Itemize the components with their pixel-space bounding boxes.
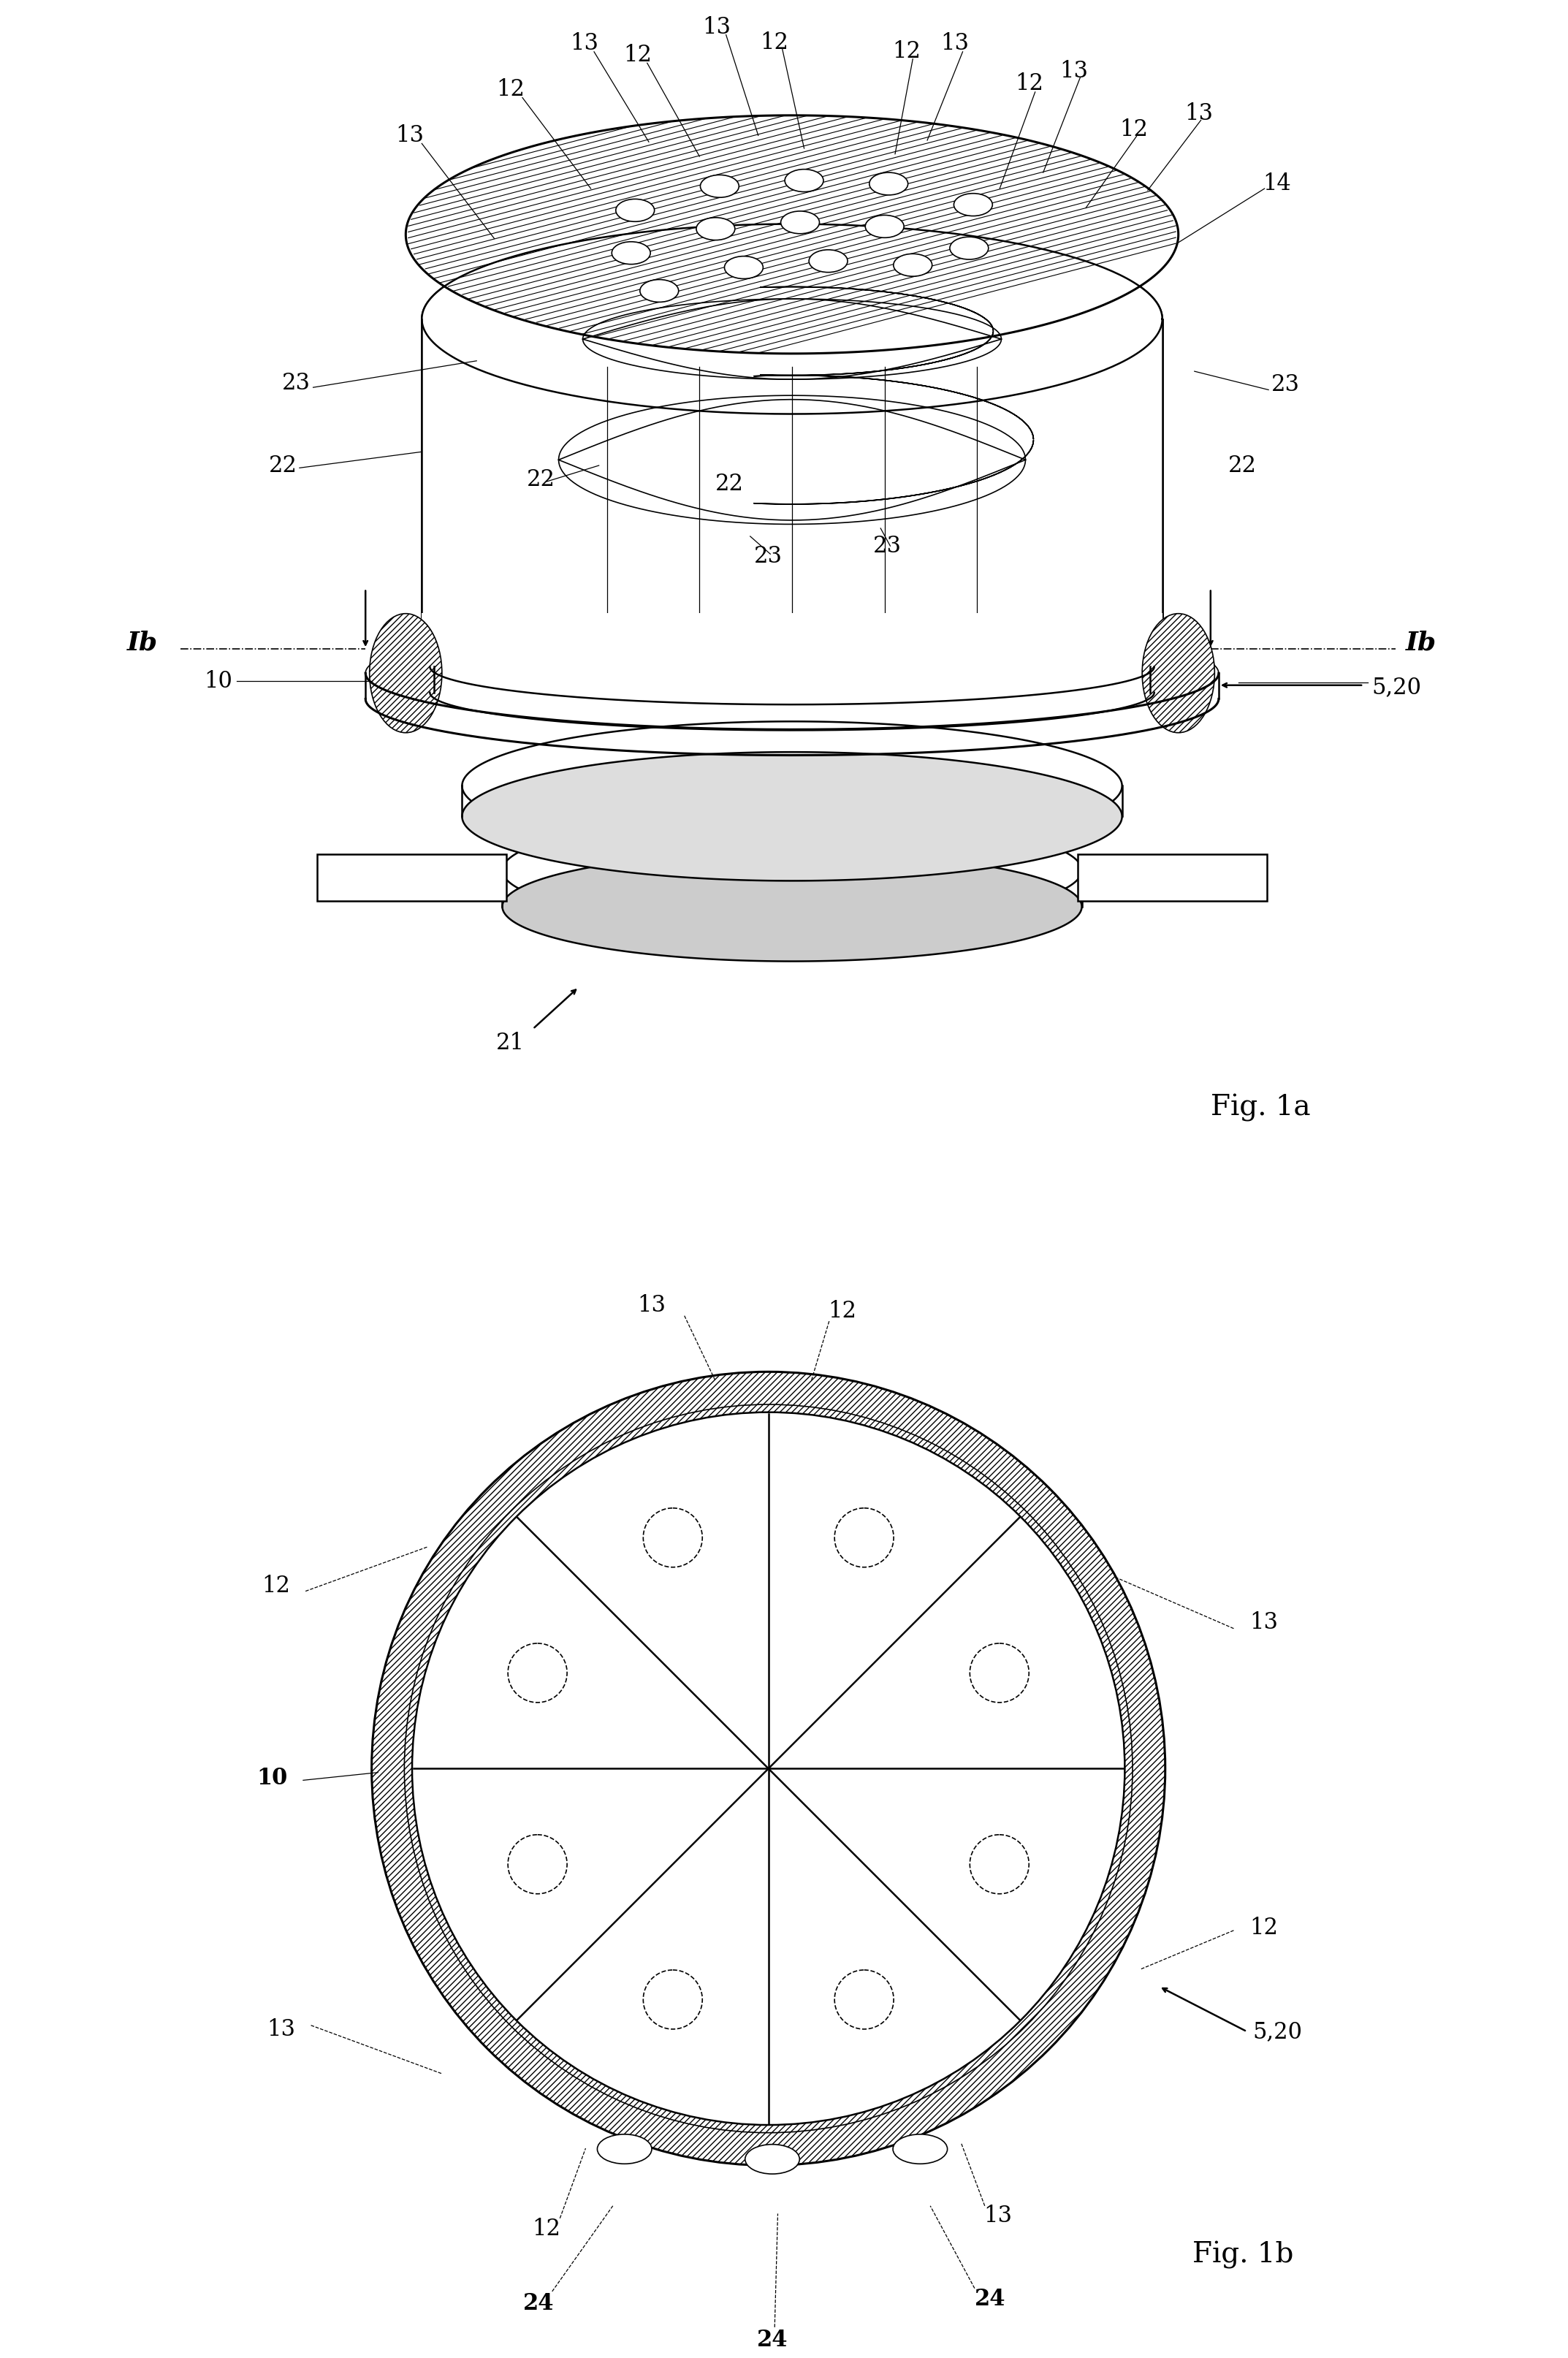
Ellipse shape (953, 193, 993, 217)
Ellipse shape (616, 198, 654, 222)
Text: 22: 22 (715, 472, 743, 495)
Text: 10: 10 (204, 670, 232, 693)
Text: 23: 23 (1272, 373, 1300, 396)
Ellipse shape (950, 236, 988, 259)
Text: 24: 24 (524, 2292, 555, 2316)
Text: 22: 22 (268, 455, 296, 476)
Text: 12: 12 (1250, 1917, 1278, 1938)
Ellipse shape (724, 257, 764, 278)
Circle shape (834, 1969, 894, 2030)
Text: 5,20: 5,20 (1372, 677, 1421, 698)
Text: Ib: Ib (127, 630, 158, 656)
Text: 12: 12 (1120, 118, 1148, 141)
Ellipse shape (616, 198, 654, 222)
Ellipse shape (612, 243, 651, 264)
Ellipse shape (696, 217, 735, 241)
Ellipse shape (894, 255, 931, 276)
Ellipse shape (786, 170, 823, 191)
Text: 13: 13 (638, 1295, 666, 1318)
Circle shape (412, 1412, 1124, 2125)
Ellipse shape (640, 281, 679, 302)
Text: 22: 22 (527, 469, 555, 490)
Circle shape (971, 1835, 1029, 1893)
Polygon shape (463, 752, 1123, 882)
Text: 24: 24 (975, 2287, 1005, 2311)
Ellipse shape (724, 257, 764, 278)
Ellipse shape (701, 174, 739, 198)
Text: 23: 23 (282, 373, 310, 394)
Ellipse shape (597, 2134, 652, 2165)
Text: 12: 12 (622, 45, 652, 66)
Text: 13: 13 (1250, 1611, 1278, 1634)
Circle shape (372, 1372, 1165, 2165)
Ellipse shape (892, 2134, 947, 2165)
Text: 12: 12 (533, 2219, 561, 2240)
Text: 13: 13 (702, 17, 731, 40)
Polygon shape (422, 224, 1162, 415)
Ellipse shape (953, 193, 993, 217)
Text: 23: 23 (873, 535, 902, 556)
Text: 13: 13 (395, 125, 423, 146)
Circle shape (508, 1835, 568, 1893)
Ellipse shape (612, 243, 651, 264)
Ellipse shape (745, 2143, 800, 2174)
Text: 12: 12 (892, 40, 920, 64)
Text: 12: 12 (262, 1575, 290, 1596)
Circle shape (971, 1644, 1029, 1702)
Text: 5,20: 5,20 (1253, 2021, 1301, 2042)
Polygon shape (502, 816, 1082, 924)
Ellipse shape (869, 172, 908, 196)
Polygon shape (422, 613, 1162, 745)
Text: 13: 13 (941, 33, 969, 54)
Polygon shape (406, 116, 1179, 354)
Text: 23: 23 (754, 545, 782, 568)
Text: 13: 13 (571, 33, 599, 54)
Polygon shape (502, 851, 1082, 962)
Polygon shape (463, 722, 1123, 851)
Circle shape (643, 1969, 702, 2030)
Circle shape (834, 1509, 894, 1568)
Ellipse shape (701, 174, 739, 198)
Ellipse shape (950, 236, 988, 259)
Ellipse shape (809, 250, 848, 271)
Text: 12: 12 (760, 31, 789, 54)
Text: 13: 13 (267, 2018, 295, 2040)
Text: Ib: Ib (1405, 630, 1436, 656)
Ellipse shape (809, 250, 848, 271)
Ellipse shape (781, 212, 820, 233)
Text: Fig. 1a: Fig. 1a (1210, 1094, 1311, 1122)
Text: 13: 13 (1184, 101, 1212, 125)
Text: 12: 12 (495, 78, 525, 101)
Ellipse shape (1142, 613, 1215, 733)
Ellipse shape (370, 613, 442, 733)
Ellipse shape (894, 255, 931, 276)
Text: 24: 24 (757, 2330, 787, 2351)
Circle shape (508, 1644, 568, 1702)
Ellipse shape (640, 281, 679, 302)
Ellipse shape (786, 170, 823, 191)
Text: 13: 13 (1060, 59, 1088, 83)
Circle shape (643, 1509, 702, 1568)
Polygon shape (422, 318, 1162, 618)
Text: Fig. 1b: Fig. 1b (1192, 2240, 1294, 2268)
Ellipse shape (866, 215, 903, 238)
Text: 21: 21 (495, 1033, 525, 1054)
Text: 13: 13 (983, 2205, 1013, 2228)
Text: 12: 12 (1014, 73, 1044, 94)
Ellipse shape (866, 215, 903, 238)
Text: 22: 22 (1228, 455, 1258, 476)
Ellipse shape (696, 217, 735, 241)
Text: 10: 10 (257, 1766, 287, 1790)
Polygon shape (1077, 854, 1267, 901)
Polygon shape (317, 854, 506, 901)
Ellipse shape (781, 212, 820, 233)
Text: 12: 12 (828, 1299, 856, 1323)
Ellipse shape (869, 172, 908, 196)
Text: 14: 14 (1262, 172, 1290, 196)
